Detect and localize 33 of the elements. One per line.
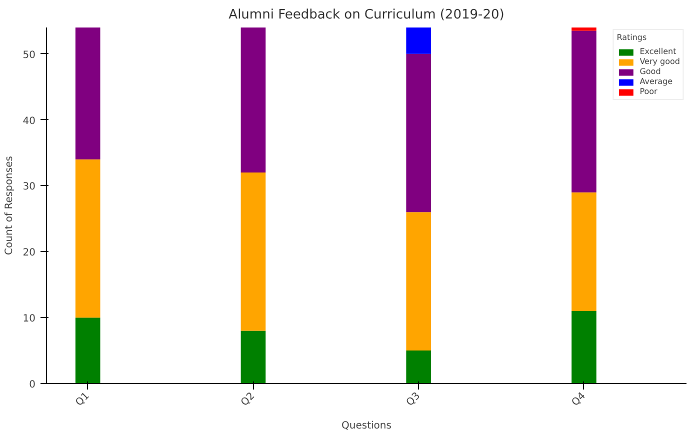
y-tick-label: 50	[22, 50, 36, 61]
bar	[240, 172, 266, 331]
bar	[406, 54, 431, 212]
y-tick-label: 10	[22, 314, 36, 325]
bar	[75, 159, 100, 318]
chart-title: Alumni Feedback on Curriculum (2019-20)	[228, 8, 504, 22]
x-axis-title: Questions	[342, 420, 392, 432]
legend-label: Excellent	[640, 47, 676, 56]
legend-label: Poor	[640, 87, 658, 96]
y-tick-label: 30	[22, 182, 36, 193]
legend-label: Good	[640, 67, 661, 76]
legend-title: Ratings	[616, 33, 648, 42]
bar	[240, 28, 266, 173]
bar	[240, 330, 266, 384]
bar	[572, 28, 596, 31]
bar	[406, 28, 431, 54]
y-tick-label: 40	[22, 116, 36, 127]
bar	[75, 318, 100, 384]
x-tick-label: Q3	[404, 390, 422, 408]
legend-label: Average	[640, 77, 673, 86]
x-tick-label: Q2	[239, 390, 258, 408]
bar	[75, 28, 100, 160]
y-tick-label: 20	[22, 248, 36, 259]
bar	[572, 192, 596, 311]
bar	[572, 310, 596, 384]
y-axis-title: Count of Responses	[4, 156, 15, 255]
y-tick-label: 0	[29, 380, 36, 390]
x-tick-label: Q1	[74, 390, 92, 408]
legend-label: Very good	[640, 57, 680, 66]
x-tick-label: Q4	[570, 390, 588, 408]
bar	[406, 212, 431, 351]
bar	[406, 350, 431, 384]
bar	[572, 30, 596, 192]
